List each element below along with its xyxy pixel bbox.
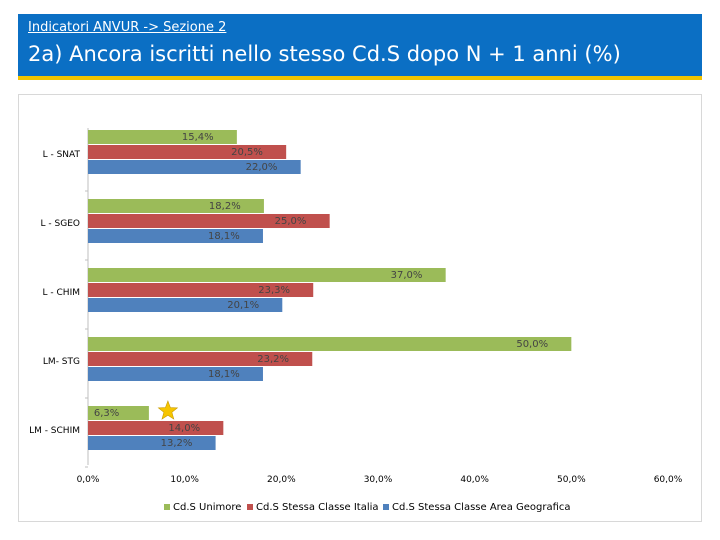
bar-value-label: 14,0% xyxy=(168,423,200,434)
legend-label: Cd.S Unimore xyxy=(173,502,241,513)
bar xyxy=(88,337,572,351)
bar xyxy=(88,199,264,213)
bar xyxy=(88,298,283,312)
x-tick-label: 50,0% xyxy=(557,475,586,485)
page-title: 2a) Ancora iscritti nello stesso Cd.S do… xyxy=(28,42,621,66)
bar xyxy=(88,145,287,159)
bar-chart: 0,0% 10,0% 20,0% 30,0% 40,0% 50,0% 60,0% L - SN… xyxy=(29,128,683,513)
x-tick-label: 0,0% xyxy=(77,475,100,485)
star-icon xyxy=(157,400,179,420)
bar xyxy=(88,436,216,450)
category-label: L - SNAT xyxy=(43,150,81,160)
legend-label: Cd.S Stessa Classe Italia xyxy=(256,502,379,513)
bar-value-label: 37,0% xyxy=(391,270,423,281)
bar-value-label: 22,0% xyxy=(246,162,278,173)
category-label: L - CHIM xyxy=(43,288,80,298)
bar-value-label: 13,2% xyxy=(161,438,193,449)
legend-swatch xyxy=(383,504,389,510)
bar-value-label: 15,4% xyxy=(182,132,214,143)
category-label: LM- STG xyxy=(43,357,80,367)
bar xyxy=(88,130,237,144)
bar-value-label: 23,3% xyxy=(258,285,290,296)
x-tick-label: 20,0% xyxy=(267,475,296,485)
legend-label: Cd.S Stessa Classe Area Geografica xyxy=(392,502,571,513)
bar-value-label: 18,1% xyxy=(208,369,240,380)
bar xyxy=(88,367,263,381)
legend-swatch xyxy=(247,504,253,510)
bar-value-label: 6,3% xyxy=(94,408,119,419)
bar-value-label: 25,0% xyxy=(275,216,307,227)
x-tick-label: 40,0% xyxy=(460,475,489,485)
bar-value-label: 20,1% xyxy=(227,300,259,311)
category-label: LM - SCHIM xyxy=(29,426,80,436)
header-subtitle: Indicatori ANVUR -> Sezione 2 xyxy=(28,20,227,35)
bar-value-label: 18,2% xyxy=(209,201,241,212)
bar xyxy=(88,214,330,228)
x-tick-label: 30,0% xyxy=(364,475,393,485)
x-tick-label: 60,0% xyxy=(654,475,683,485)
bar xyxy=(88,283,314,297)
bar-value-label: 23,2% xyxy=(257,354,289,365)
bar-value-label: 50,0% xyxy=(516,339,548,350)
bar xyxy=(88,229,263,243)
bar-value-label: 18,1% xyxy=(208,231,240,242)
chart-frame: 0,0% 10,0% 20,0% 30,0% 40,0% 50,0% 60,0% L - SN… xyxy=(18,94,702,522)
header-banner: Indicatori ANVUR -> Sezione 2 2a) Ancora… xyxy=(18,14,702,80)
bar xyxy=(88,352,313,366)
legend-swatch xyxy=(164,504,170,510)
bar xyxy=(88,406,149,420)
category-label: L - SGEO xyxy=(41,219,80,229)
bar-value-label: 20,5% xyxy=(231,147,263,158)
bar xyxy=(88,160,301,174)
x-tick-label: 10,0% xyxy=(170,475,199,485)
bar xyxy=(88,421,224,435)
bar xyxy=(88,268,446,282)
